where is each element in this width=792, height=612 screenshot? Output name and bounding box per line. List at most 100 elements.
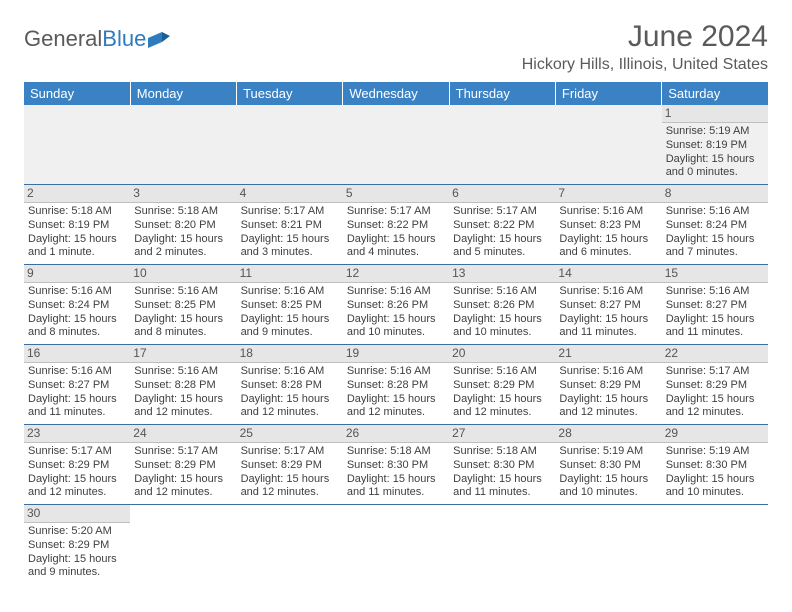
sunset-text: Sunset: 8:24 PM [666,219,764,233]
calendar-cell [343,105,449,185]
sunset-text: Sunset: 8:21 PM [241,219,339,233]
weekday-header: Friday [555,82,661,105]
sunset-text: Sunset: 8:29 PM [134,459,232,473]
calendar-cell: 15Sunrise: 5:16 AMSunset: 8:27 PMDayligh… [662,265,768,345]
daylight-text: Daylight: 15 hours and 12 minutes. [241,473,339,501]
sunset-text: Sunset: 8:26 PM [347,299,445,313]
daylight-text: Daylight: 15 hours and 12 minutes. [559,393,657,421]
sunset-text: Sunset: 8:28 PM [241,379,339,393]
sunrise-text: Sunrise: 5:19 AM [666,445,764,459]
daylight-text: Daylight: 15 hours and 6 minutes. [559,233,657,261]
calendar-cell: 12Sunrise: 5:16 AMSunset: 8:26 PMDayligh… [343,265,449,345]
location: Hickory Hills, Illinois, United States [522,56,768,74]
day-number: 7 [555,185,661,203]
calendar-cell: 19Sunrise: 5:16 AMSunset: 8:28 PMDayligh… [343,345,449,425]
calendar-cell: 1Sunrise: 5:19 AMSunset: 8:19 PMDaylight… [662,105,768,185]
daylight-text: Daylight: 15 hours and 10 minutes. [347,313,445,341]
sunset-text: Sunset: 8:25 PM [241,299,339,313]
daylight-text: Daylight: 15 hours and 9 minutes. [28,553,126,581]
day-number: 14 [555,265,661,283]
daylight-text: Daylight: 15 hours and 12 minutes. [347,393,445,421]
daylight-text: Daylight: 15 hours and 9 minutes. [241,313,339,341]
calendar-cell [555,505,661,585]
logo: GeneralBlue [24,20,170,52]
daylight-text: Daylight: 15 hours and 10 minutes. [666,473,764,501]
calendar-cell: 24 Sunrise: 5:17 AMSunset: 8:29 PMDayligh… [130,425,236,505]
daylight-text: Daylight: 15 hours and 12 minutes. [241,393,339,421]
calendar-cell: 30 Sunrise: 5:20 AMSunset: 8:29 PMDayligh… [24,505,130,585]
weekday-header: Sunday [24,82,130,105]
sunrise-text: Sunrise: 5:16 AM [559,205,657,219]
sunrise-text: Sunrise: 5:17 AM [134,445,232,459]
sunrise-text: Sunrise: 5:16 AM [241,285,339,299]
day-number: 16 [24,345,130,363]
daylight-text: Daylight: 15 hours and 12 minutes. [134,473,232,501]
calendar-cell: 26Sunrise: 5:18 AMSunset: 8:30 PMDayligh… [343,425,449,505]
calendar-cell: 25Sunrise: 5:17 AMSunset: 8:29 PMDayligh… [237,425,343,505]
sunrise-text: Sunrise: 5:16 AM [559,285,657,299]
calendar-cell [237,505,343,585]
day-number: 24 [130,425,236,443]
sunset-text: Sunset: 8:22 PM [453,219,551,233]
calendar-cell [24,105,130,185]
day-number: 11 [237,265,343,283]
calendar-cell: 14Sunrise: 5:16 AMSunset: 8:27 PMDayligh… [555,265,661,345]
day-number: 23 [24,425,130,443]
sunrise-text: Sunrise: 5:16 AM [134,285,232,299]
logo-text-2: Blue [102,26,146,52]
weekday-header: Monday [130,82,236,105]
calendar-row: 9Sunrise: 5:16 AMSunset: 8:24 PMDaylight… [24,265,768,345]
calendar-row: 16Sunrise: 5:16 AMSunset: 8:27 PMDayligh… [24,345,768,425]
calendar-cell: 3Sunrise: 5:18 AMSunset: 8:20 PMDaylight… [130,185,236,265]
sunset-text: Sunset: 8:29 PM [28,539,126,553]
sunset-text: Sunset: 8:29 PM [28,459,126,473]
daylight-text: Daylight: 15 hours and 12 minutes. [134,393,232,421]
calendar-cell: 27Sunrise: 5:18 AMSunset: 8:30 PMDayligh… [449,425,555,505]
day-number: 17 [130,345,236,363]
calendar-row: 23Sunrise: 5:17 AMSunset: 8:29 PMDayligh… [24,425,768,505]
day-number: 29 [662,425,768,443]
logo-text-1: General [24,26,102,52]
sunset-text: Sunset: 8:20 PM [134,219,232,233]
calendar-cell: 22Sunrise: 5:17 AMSunset: 8:29 PMDayligh… [662,345,768,425]
calendar-row: 2Sunrise: 5:18 AMSunset: 8:19 PMDaylight… [24,185,768,265]
sunset-text: Sunset: 8:27 PM [28,379,126,393]
sunset-text: Sunset: 8:22 PM [347,219,445,233]
sunrise-text: Sunrise: 5:17 AM [241,445,339,459]
sunrise-text: Sunrise: 5:20 AM [28,525,126,539]
day-number: 13 [449,265,555,283]
daylight-text: Daylight: 15 hours and 12 minutes. [666,393,764,421]
day-number: 1 [662,105,768,123]
calendar-cell: 8Sunrise: 5:16 AMSunset: 8:24 PMDaylight… [662,185,768,265]
day-number: 18 [237,345,343,363]
sunrise-text: Sunrise: 5:16 AM [347,285,445,299]
day-number: 26 [343,425,449,443]
day-number: 22 [662,345,768,363]
sunset-text: Sunset: 8:27 PM [666,299,764,313]
weekday-header-row: Sunday Monday Tuesday Wednesday Thursday… [24,82,768,105]
sunset-text: Sunset: 8:19 PM [28,219,126,233]
sunset-text: Sunset: 8:28 PM [134,379,232,393]
daylight-text: Daylight: 15 hours and 11 minutes. [453,473,551,501]
calendar-cell: 23Sunrise: 5:17 AMSunset: 8:29 PMDayligh… [24,425,130,505]
day-number: 20 [449,345,555,363]
calendar-cell [662,505,768,585]
sunset-text: Sunset: 8:29 PM [241,459,339,473]
weekday-header: Wednesday [343,82,449,105]
day-number: 10 [130,265,236,283]
calendar-cell: 7Sunrise: 5:16 AMSunset: 8:23 PMDaylight… [555,185,661,265]
weekday-header: Saturday [662,82,768,105]
calendar-cell [130,505,236,585]
calendar-table: Sunday Monday Tuesday Wednesday Thursday… [24,82,768,584]
day-number: 8 [662,185,768,203]
sunrise-text: Sunrise: 5:18 AM [134,205,232,219]
title-block: June 2024 Hickory Hills, Illinois, Unite… [522,20,768,74]
calendar-cell: 21Sunrise: 5:16 AMSunset: 8:29 PMDayligh… [555,345,661,425]
day-number: 5 [343,185,449,203]
page-header: GeneralBlue June 2024 Hickory Hills, Ill… [24,20,768,74]
calendar-cell: 28Sunrise: 5:19 AMSunset: 8:30 PMDayligh… [555,425,661,505]
day-number: 30 [24,505,130,523]
daylight-text: Daylight: 15 hours and 8 minutes. [134,313,232,341]
sunset-text: Sunset: 8:27 PM [559,299,657,313]
day-number: 19 [343,345,449,363]
